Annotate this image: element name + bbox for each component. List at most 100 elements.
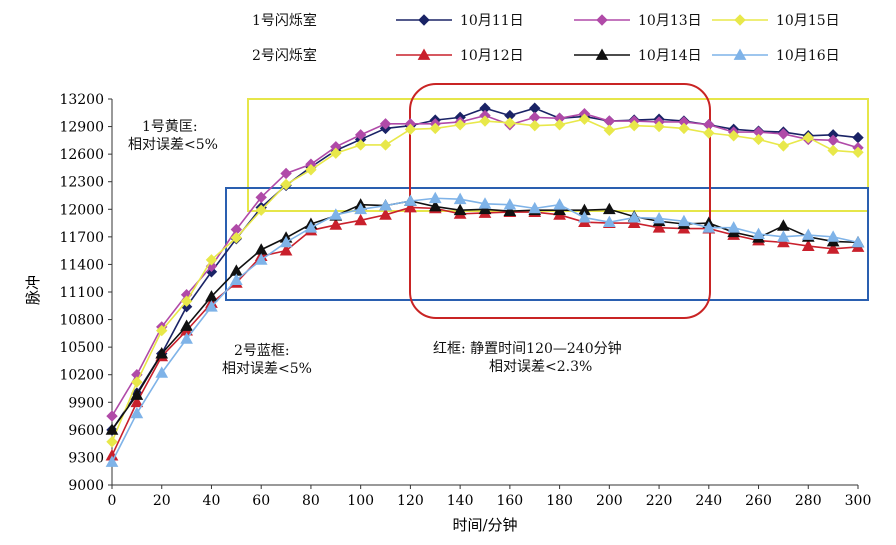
y-tick-label: 9300 (68, 450, 104, 466)
data-point (106, 436, 118, 448)
data-point (652, 211, 666, 224)
data-point (627, 216, 641, 228)
legend-swatch-marker (417, 48, 431, 60)
y-axis-label: 脉冲 (24, 275, 42, 305)
legend-item: 10月13日 (574, 10, 702, 30)
data-point (279, 235, 293, 248)
data-point (156, 324, 168, 337)
data-point (678, 122, 690, 135)
data-point (379, 139, 392, 151)
data-point (304, 221, 318, 233)
data-point (428, 191, 442, 204)
data-point (653, 120, 665, 133)
x-tick-label: 20 (153, 493, 171, 509)
x-tick-label: 280 (795, 493, 822, 509)
data-point (429, 122, 441, 135)
data-point (329, 208, 343, 220)
legend-swatch (574, 14, 630, 26)
data-point (180, 332, 193, 344)
legend-group-2-label: 2号闪烁室 (252, 48, 317, 64)
legend-swatch-marker (734, 14, 746, 26)
yellow-box-annotation: 1号黄匡: 相对误差<5% (128, 118, 218, 154)
y-tick-label: 13200 (59, 92, 104, 108)
data-point (254, 253, 268, 265)
y-tick-label: 10800 (59, 313, 104, 329)
legend-swatch-marker (418, 14, 430, 26)
yellow-box-line-2: 相对误差<5% (128, 137, 218, 153)
data-point (553, 198, 566, 210)
red-box-annotation: 红框: 静置时间120—240分钟 相对误差<2.3% (433, 340, 622, 376)
data-point (404, 194, 417, 206)
data-point (205, 300, 218, 312)
data-point (603, 124, 616, 136)
data-point (131, 376, 143, 388)
data-point (280, 167, 292, 180)
data-point (379, 208, 392, 220)
data-point (827, 144, 839, 157)
x-tick-label: 0 (108, 493, 117, 509)
y-tick-label: 10200 (59, 368, 104, 384)
data-point (279, 244, 293, 256)
series-line (111, 118, 859, 443)
x-axis-label: 时间/分钟 (452, 516, 517, 534)
x-tick-label: 80 (302, 493, 320, 509)
legend-label: 10月12日 (460, 48, 524, 64)
data-point (130, 388, 144, 400)
data-point (255, 204, 267, 216)
data-point (229, 273, 243, 285)
data-point (453, 192, 467, 205)
blue-box-line-2: 相对误差<5% (222, 361, 312, 377)
series-line (111, 206, 859, 456)
series-4 (105, 200, 865, 461)
data-point (354, 202, 368, 215)
series-1 (106, 102, 864, 436)
x-tick-label: 200 (596, 493, 623, 509)
data-point (354, 139, 367, 151)
data-point (802, 131, 814, 144)
data-point (702, 221, 716, 233)
data-point (453, 203, 467, 216)
data-point (777, 128, 790, 140)
data-point (404, 200, 417, 213)
data-point (503, 204, 517, 217)
x-tick-label: 220 (646, 493, 673, 509)
x-tick-label: 260 (745, 493, 772, 509)
data-point (727, 221, 741, 233)
data-point (703, 127, 715, 139)
series-line (111, 107, 859, 431)
data-point (354, 213, 368, 226)
legend-label: 10月16日 (776, 48, 840, 64)
data-point (130, 395, 144, 408)
data-point (528, 201, 542, 214)
y-tick-label: 11100 (59, 285, 104, 301)
data-point (826, 242, 840, 254)
data-point (254, 243, 268, 255)
x-tick-label: 180 (546, 493, 573, 509)
legend-swatch-marker (595, 48, 609, 60)
legend-label: 10月13日 (638, 13, 702, 29)
data-point (205, 254, 218, 266)
data-point (379, 199, 392, 211)
x-tick-label: 100 (347, 493, 374, 509)
data-point (503, 198, 517, 210)
legend-swatch (712, 48, 768, 60)
data-point (305, 164, 317, 176)
series-3 (106, 113, 864, 448)
data-point (230, 232, 243, 244)
data-point (180, 319, 193, 331)
legend-swatch (396, 14, 452, 26)
data-point (379, 118, 392, 130)
data-point (329, 218, 343, 230)
data-point (130, 406, 144, 419)
legend-swatch (574, 48, 630, 60)
y-tick-label: 12000 (59, 202, 104, 218)
tick-labels: 9000 9300 9600 9900 10200 10500 10800 11100 1140… (59, 92, 871, 509)
y-tick-label: 9000 (68, 478, 104, 494)
y-tick-label: 9600 (68, 423, 104, 439)
data-point (752, 227, 765, 239)
data-point (553, 119, 566, 131)
data-point (627, 211, 641, 223)
data-point (479, 115, 491, 127)
data-point (727, 130, 740, 142)
